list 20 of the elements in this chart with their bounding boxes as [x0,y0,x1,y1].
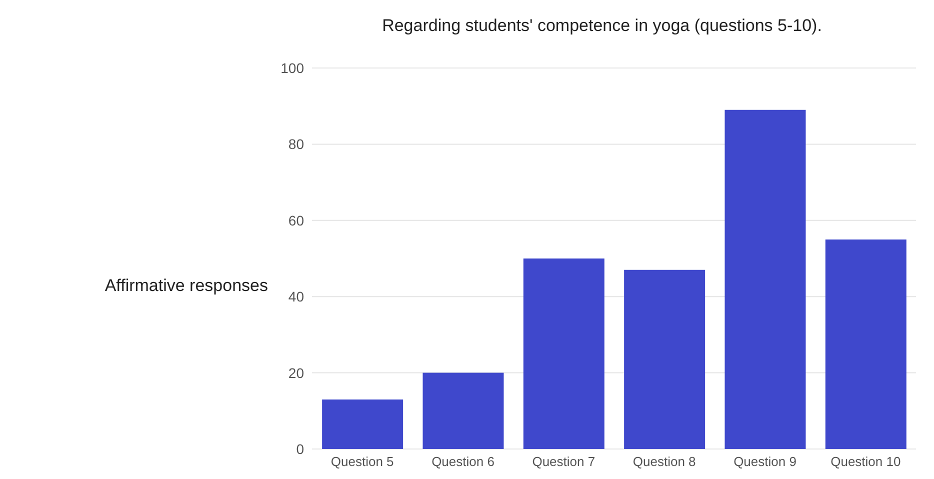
y-tick-label: 100 [280,60,304,76]
x-tick-label: Question 7 [532,454,596,470]
x-tick-label: Question 9 [734,454,796,470]
bar [523,258,604,449]
y-axis-title: Affirmative responses [104,276,268,296]
bar [825,239,906,449]
x-tick-label: Question 8 [632,454,696,470]
bar [322,399,404,449]
bar [422,372,504,449]
x-tick-label: Question 6 [432,454,494,470]
y-tick-label: 80 [288,136,304,152]
x-tick-label: Question 10 [830,454,901,470]
x-tick-label: Question 5 [330,454,394,470]
y-tick-label: 40 [288,288,304,305]
bar [624,270,706,449]
y-tick-label: 0 [296,440,304,457]
y-tick-label: 20 [288,364,304,381]
chart-title: Regarding students' competence in yoga (questions 5-10). [381,16,823,36]
y-tick-label: 60 [288,212,304,228]
bar [724,110,806,449]
